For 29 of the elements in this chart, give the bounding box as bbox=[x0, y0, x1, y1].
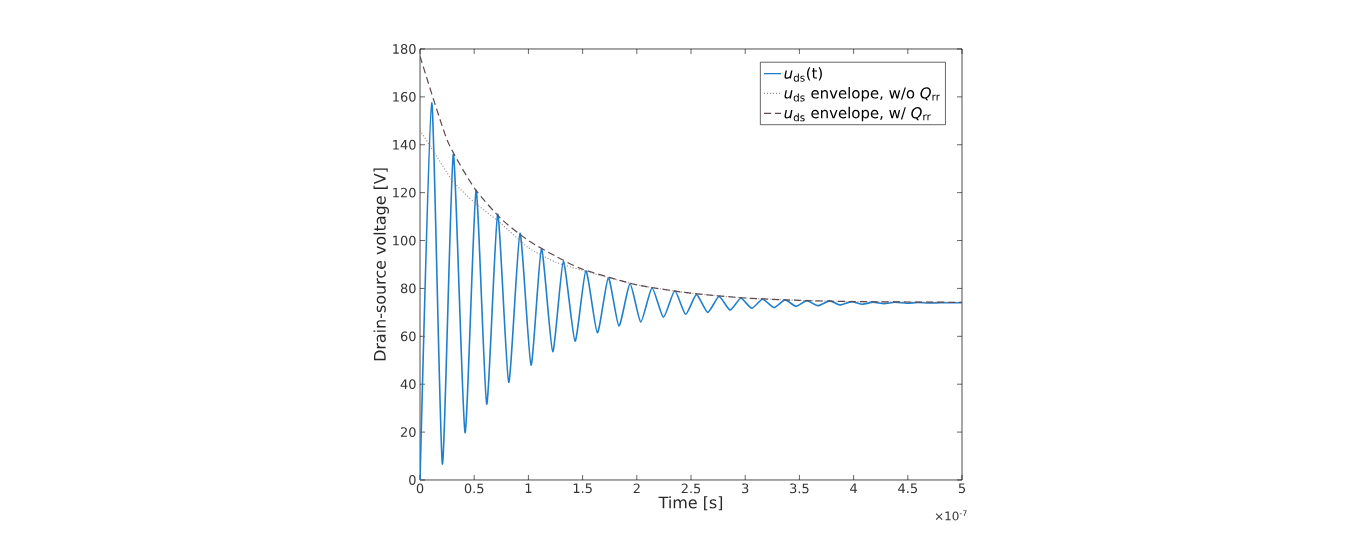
x-tick-label: 4.5 bbox=[898, 483, 917, 494]
x-tick-label: 3.5 bbox=[790, 483, 809, 494]
legend-label: u$_{ds}$ envelope, w/ Q$_{rr}$ bbox=[784, 106, 931, 122]
y-tick-label: 120 bbox=[393, 187, 416, 198]
y-tick-label: 0 bbox=[409, 475, 416, 485]
x-tick-label: 2 bbox=[633, 483, 640, 494]
x-tick-label: 0.5 bbox=[464, 483, 484, 494]
x-tick-label: 5 bbox=[958, 483, 965, 494]
x-tick-label: 2.5 bbox=[681, 483, 701, 494]
y-tick-label: 100 bbox=[393, 235, 416, 246]
legend-label: u$_{ds}$(t) bbox=[784, 67, 822, 82]
y-axis-title: Drain-source voltage [V] bbox=[373, 168, 389, 361]
y-tick-label: 20 bbox=[400, 427, 416, 437]
x-tick-label: 1 bbox=[525, 483, 532, 493]
x-tick-label: 3 bbox=[742, 483, 749, 494]
y-tick-label: 80 bbox=[400, 283, 416, 294]
x-tick-label: 1.5 bbox=[573, 483, 592, 494]
line-series bbox=[420, 102, 963, 480]
y-tick-label: 180 bbox=[393, 44, 416, 54]
text: ×10$^{-7}$ bbox=[935, 510, 967, 521]
y-tick-label: 60 bbox=[400, 331, 416, 342]
x-tick-label: 4 bbox=[850, 483, 858, 493]
line-series bbox=[420, 55, 963, 303]
x-axis-title: Time [s] bbox=[658, 496, 723, 511]
y-tick-label: 40 bbox=[400, 379, 416, 390]
x-tick-label: 0 bbox=[416, 483, 424, 494]
y-tick-label: 160 bbox=[393, 91, 416, 102]
legend-label: u$_{ds}$ envelope, w/o Q$_{rr}$ bbox=[784, 87, 940, 102]
y-tick-label: 140 bbox=[393, 139, 416, 150]
